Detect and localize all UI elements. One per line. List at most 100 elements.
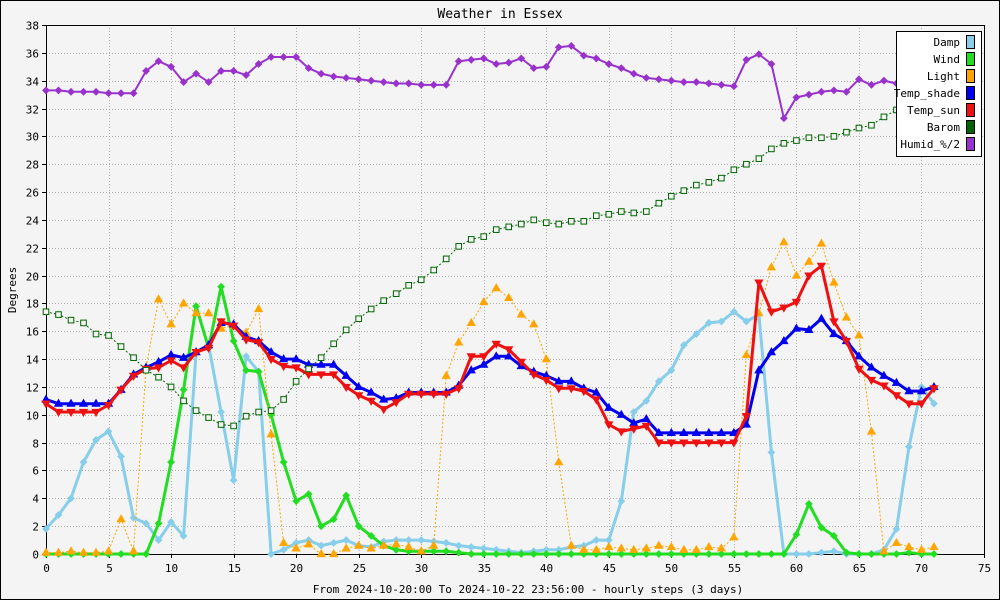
- humid-2-point: [855, 75, 863, 84]
- temp-sun-point: [316, 371, 326, 380]
- barom-point: [355, 315, 362, 323]
- temp-sun-point: [41, 400, 51, 409]
- barom-point: [755, 155, 763, 162]
- barom-point: [680, 187, 688, 194]
- x-tick-label: 75: [978, 562, 991, 575]
- temp-shade-point: [379, 394, 389, 403]
- temp-sun-point: [454, 385, 464, 394]
- x-tick-label: 70: [915, 562, 928, 575]
- wind-point: [729, 550, 738, 558]
- barom-point: [530, 216, 538, 224]
- damp-point: [792, 550, 801, 558]
- light-point: [604, 542, 614, 551]
- temp-sun-point: [153, 364, 164, 373]
- temp-shade-point: [729, 427, 739, 436]
- damp-point: [279, 545, 288, 554]
- humid-2-point: [529, 64, 538, 73]
- barom-point: [592, 212, 600, 220]
- damp-point: [742, 317, 751, 326]
- y-tick-label: 18: [26, 298, 39, 311]
- light-point: [816, 238, 827, 247]
- temp-sun-point: [629, 425, 639, 434]
- humid-2-point: [117, 89, 125, 98]
- temp-sun-point: [191, 349, 201, 358]
- humid-2-point: [830, 86, 838, 95]
- temp-sun-point: [516, 358, 526, 367]
- temp-shade-point: [704, 427, 714, 436]
- humid-2-point: [492, 60, 501, 68]
- damp-point: [79, 458, 88, 467]
- wind-point: [279, 458, 288, 467]
- light-point: [316, 548, 326, 558]
- barom-point: [380, 297, 387, 304]
- damp-point: [417, 536, 426, 544]
- humid-2-point: [579, 51, 588, 60]
- temp-shade-point: [804, 324, 814, 333]
- temp-shade-point: [691, 427, 702, 436]
- humid-2-point: [467, 55, 476, 64]
- wind-point: [717, 550, 726, 558]
- humid-2-point: [242, 71, 251, 80]
- light-point: [891, 537, 902, 546]
- barom-point: [105, 332, 112, 339]
- damp-point: [92, 435, 100, 444]
- light-point: [729, 532, 739, 541]
- light-point: [266, 429, 276, 438]
- barom-point: [693, 181, 700, 189]
- barom-point: [205, 414, 212, 421]
- humid-2-point: [592, 54, 601, 63]
- series-humid-2: [42, 41, 938, 123]
- humid-2-point: [504, 58, 513, 67]
- legend-label: Barom: [927, 121, 960, 134]
- light-point: [616, 543, 626, 552]
- temp-shade-point: [679, 427, 689, 436]
- light-point: [679, 544, 689, 553]
- series-line-light: [46, 241, 935, 555]
- barom-point: [655, 199, 663, 207]
- light-point: [78, 547, 89, 556]
- wind-point: [642, 550, 651, 558]
- series-wind: [42, 282, 938, 558]
- damp-point: [767, 448, 776, 457]
- series-barom: [42, 85, 938, 430]
- barom-point: [217, 421, 225, 428]
- humid-2-point: [717, 80, 726, 89]
- x-tick-label: 30: [415, 562, 428, 575]
- y-tick-label: 14: [26, 354, 40, 367]
- damp-point: [629, 408, 638, 416]
- light-point: [366, 543, 376, 552]
- light-point: [591, 544, 601, 553]
- wind-point: [867, 550, 876, 558]
- barom-point: [505, 223, 513, 231]
- temp-shade-point: [604, 402, 614, 411]
- barom-point: [117, 343, 125, 350]
- wind-point: [604, 550, 613, 558]
- x-tick-label: 10: [165, 562, 178, 575]
- y-tick-label: 10: [26, 410, 39, 423]
- temp-shade-point: [504, 351, 514, 360]
- light-point: [716, 543, 727, 552]
- damp-point: [692, 330, 701, 338]
- wind-point: [529, 550, 538, 558]
- wind-point: [754, 550, 763, 558]
- x-tick-label: 15: [228, 562, 241, 575]
- temp-sun-point: [128, 372, 139, 381]
- y-tick-label: 22: [26, 243, 39, 256]
- temp-shade-point: [879, 370, 889, 379]
- light-point: [829, 277, 839, 286]
- barom-point: [130, 354, 137, 362]
- barom-point: [618, 208, 625, 215]
- humid-2-point: [54, 86, 63, 95]
- wind-point: [779, 550, 788, 558]
- humid-2-point: [642, 73, 651, 82]
- damp-point: [142, 519, 150, 528]
- barom-point: [280, 396, 287, 403]
- temp-sun-point: [529, 371, 539, 380]
- barom-point: [743, 160, 750, 168]
- light-point: [391, 539, 401, 548]
- temp-sun-point: [504, 346, 514, 355]
- humid-2-point: [267, 53, 276, 61]
- temp-sun-point: [379, 406, 389, 415]
- x-tick-label: 60: [790, 562, 803, 575]
- light-point: [41, 547, 51, 556]
